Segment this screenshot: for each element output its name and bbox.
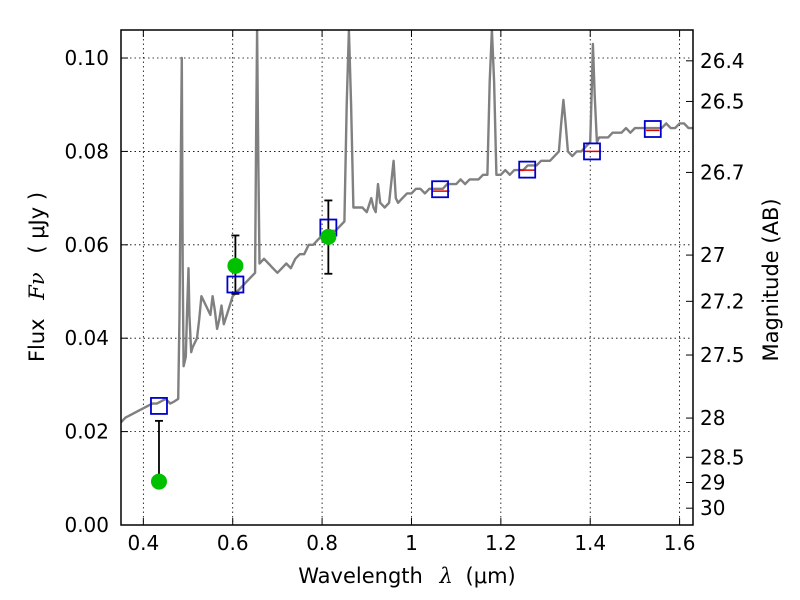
- spectrum-line: [121, 30, 693, 424]
- y-tick-label: 0.08: [64, 139, 109, 163]
- model-photometry-square: [583, 142, 601, 161]
- right-tick-label: 29: [700, 471, 725, 495]
- observed-point: [227, 257, 244, 274]
- right-tick-label: 27.5: [700, 343, 745, 367]
- plot-area: [121, 30, 693, 490]
- right-tick-label: 26.5: [700, 89, 745, 113]
- model-photometry-square: [226, 275, 245, 294]
- grid-layer: [121, 30, 693, 525]
- observed-point: [320, 228, 337, 245]
- x-axis-label: Wavelength λ (μm): [298, 564, 515, 588]
- y-axis-label-symbol: Fν: [25, 272, 49, 301]
- right-tick-label: 26.7: [700, 160, 745, 184]
- x-axis-label-unit: (μm): [466, 564, 516, 588]
- right-tick-label: 30: [700, 496, 725, 520]
- x-tick-label: 1.4: [574, 531, 606, 555]
- right-tick-label: 27: [700, 243, 725, 267]
- model-photometry-square: [518, 160, 537, 179]
- x-tick-label: 0.8: [306, 531, 338, 555]
- right-tick-label: 26.4: [700, 49, 745, 73]
- y-axis-right-label: Magnitude (AB): [759, 198, 783, 361]
- data-layer: [121, 30, 693, 490]
- y-axis-label-unit: ( μJy ): [25, 192, 49, 254]
- x-axis-label-prefix: Wavelength: [298, 564, 423, 588]
- model-photometry-square: [150, 397, 168, 415]
- observed-point: [150, 473, 167, 490]
- y-tick-label: 0.00: [64, 513, 109, 537]
- right-tick-label: 28: [700, 406, 725, 430]
- x-tick-label: 1.2: [485, 531, 517, 555]
- plot-frame: [120, 29, 694, 526]
- y-tick-label: 0.02: [64, 420, 109, 444]
- x-tick-label: 0.4: [127, 531, 159, 555]
- model-photometry-square: [643, 120, 662, 138]
- x-tick-label: 1.6: [664, 531, 696, 555]
- model-photometry-square: [431, 180, 449, 199]
- x-tick-label: 0.6: [217, 531, 249, 555]
- tick-layer: 0.4 0.6 0.8 1 1.2 1.4 1.6 0.00 0.02 0.04 0.06 0.08 0…: [64, 30, 745, 555]
- y-axis-label: Flux Fν ( μJy ): [25, 192, 49, 362]
- y-tick-label: 0.04: [64, 326, 109, 350]
- right-tick-label: 27.2: [700, 289, 745, 313]
- y-tick-label: 0.06: [64, 233, 109, 257]
- x-tick-label: 1: [405, 531, 418, 555]
- y-axis-label-prefix: Flux: [25, 318, 49, 362]
- right-tick-label: 28.5: [700, 445, 745, 469]
- x-axis-label-symbol: λ: [439, 564, 453, 588]
- y-tick-label: 0.10: [64, 46, 109, 70]
